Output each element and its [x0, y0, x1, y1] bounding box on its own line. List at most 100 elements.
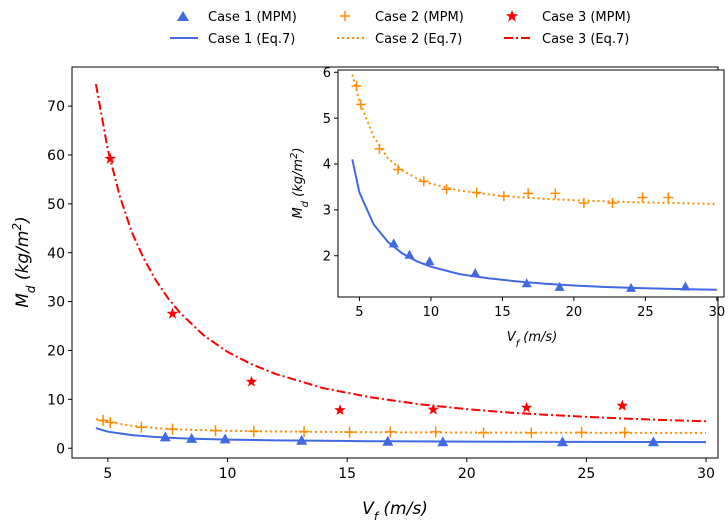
data-point-star [427, 403, 439, 415]
data-point-plus [97, 414, 109, 426]
y-tick-label: 4 [323, 158, 331, 173]
data-point-plus [441, 184, 452, 195]
main-y-axis: 0 10 20 30 40 50 60 70 [47, 99, 72, 457]
data-point-plus [430, 426, 442, 438]
y-tick-label: 40 [47, 246, 65, 262]
data-point-star [616, 399, 629, 411]
x-tick-label: 30 [709, 305, 726, 320]
data-point-plus [525, 427, 537, 439]
data-point-triangle [556, 436, 568, 447]
y-tick-label: 20 [47, 344, 65, 360]
data-point-plus [637, 192, 648, 203]
x-tick-label: 25 [637, 305, 654, 320]
data-point-plus [104, 416, 116, 428]
legend-label: Case 1 (MPM) [208, 10, 297, 25]
legend-item-case2-eq7: Case 2 (Eq.7) [337, 32, 462, 47]
data-point-star [334, 404, 346, 415]
data-point-triangle [159, 431, 171, 442]
data-point-star [245, 375, 258, 387]
data-point-star [166, 307, 179, 319]
x-tick-label: 5 [355, 305, 363, 320]
main-series-layer [94, 83, 707, 447]
data-point-plus [471, 187, 482, 198]
inset-plot-frame [337, 69, 725, 298]
x-tick-label: 5 [103, 466, 112, 482]
data-point-plus [619, 426, 631, 438]
data-point-triangle [554, 281, 565, 291]
legend-item-case2-mpm: Case 2 (MPM) [340, 10, 464, 25]
data-point-plus [384, 426, 396, 438]
legend-label: Case 3 (MPM) [542, 10, 631, 25]
inset-y-axis-label: Md (kg/m2) [289, 147, 311, 218]
y-tick-label: 30 [47, 295, 65, 311]
legend-label: Case 1 (Eq.7) [208, 32, 295, 47]
y-tick-label: 70 [47, 99, 65, 115]
legend-label: Case 2 (MPM) [375, 10, 464, 25]
data-point-plus [663, 192, 674, 203]
data-point-plus [576, 426, 588, 438]
x-tick-label: 30 [697, 466, 715, 482]
x-tick-label: 20 [566, 305, 583, 320]
legend-label: Case 3 (Eq.7) [542, 32, 629, 47]
data-point-plus [607, 197, 618, 208]
data-point-triangle [219, 433, 231, 444]
data-point-triangle [680, 281, 691, 291]
data-point-plus [210, 425, 222, 437]
data-point-plus [578, 197, 589, 208]
data-point-plus [550, 188, 561, 199]
inset-plot: 5 10 15 20 25 30 2 3 4 5 6 Vf (m/s) Md (kg/m2) [289, 66, 726, 350]
data-point-triangle [470, 268, 481, 278]
main-x-axis: 5 10 15 20 25 30 [103, 458, 715, 482]
series-line [95, 418, 706, 434]
series-line [95, 427, 707, 444]
x-tick-label: 15 [494, 305, 511, 320]
data-point-plus [298, 426, 310, 438]
data-point-plus [248, 425, 260, 437]
data-point-triangle [404, 249, 415, 259]
data-point-plus [374, 143, 385, 154]
data-point-triangle [186, 432, 198, 443]
legend-item-case3-eq7: Case 3 (Eq.7) [504, 32, 629, 47]
data-point-plus [478, 427, 490, 439]
data-point-triangle [626, 282, 637, 292]
y-tick-label: 2 [323, 249, 331, 264]
legend-marker-star [505, 10, 519, 22]
data-point-plus [355, 99, 366, 110]
data-point-triangle [647, 436, 659, 447]
data-point-triangle [437, 436, 449, 447]
data-point-plus [418, 176, 429, 187]
legend-marker-plus [340, 11, 350, 21]
x-tick-label: 10 [423, 305, 440, 320]
y-tick-label: 5 [323, 112, 331, 127]
y-tick-label: 3 [323, 204, 331, 219]
data-point-triangle [296, 434, 308, 445]
y-tick-label: 60 [47, 148, 65, 164]
data-point-plus [523, 188, 534, 199]
data-point-plus [166, 423, 178, 435]
x-tick-label: 25 [577, 466, 595, 482]
data-point-star [520, 401, 533, 413]
data-point-triangle [424, 256, 435, 266]
x-tick-label: 15 [338, 466, 356, 482]
main-y-axis-label: Md (kg/m2) [10, 216, 38, 308]
legend-item-case1-mpm: Case 1 (MPM) [177, 10, 297, 25]
x-tick-label: 10 [219, 466, 237, 482]
y-tick-label: 10 [47, 392, 65, 408]
data-point-triangle [382, 435, 394, 446]
inset-y-axis: 2 3 4 5 6 [323, 66, 338, 264]
series-line [94, 83, 707, 423]
data-point-plus [498, 191, 509, 202]
legend-label: Case 2 (Eq.7) [375, 32, 462, 47]
data-point-triangle [521, 278, 532, 288]
inset-series-layer [351, 74, 717, 292]
y-tick-label: 6 [323, 66, 331, 81]
inset-plot-background [338, 70, 724, 297]
data-point-plus [135, 421, 147, 433]
legend-item-case1-eq7: Case 1 (Eq.7) [170, 32, 295, 47]
y-tick-label: 0 [56, 441, 65, 457]
y-tick-label: 50 [47, 197, 65, 213]
legend: Case 1 (MPM) Case 2 (MPM) Case 3 (MPM) C… [170, 10, 631, 47]
legend-marker-triangle [177, 11, 189, 21]
data-point-triangle [388, 238, 399, 248]
